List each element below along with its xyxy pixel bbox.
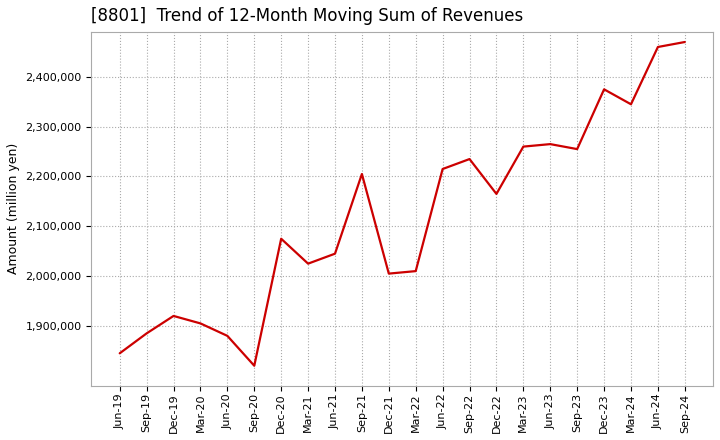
Y-axis label: Amount (million yen): Amount (million yen) (7, 143, 20, 275)
Text: [8801]  Trend of 12-Month Moving Sum of Revenues: [8801] Trend of 12-Month Moving Sum of R… (91, 7, 523, 25)
